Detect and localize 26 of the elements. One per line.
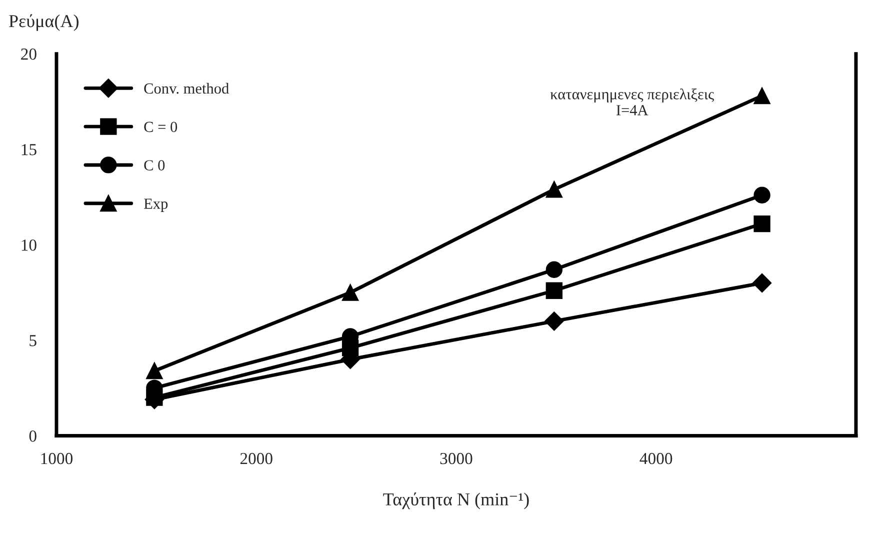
annotation: κατανεμημενες περιελιξεις I=4A xyxy=(550,88,714,116)
legend-label: C 0 xyxy=(144,160,165,170)
y-tick-label: 10 xyxy=(22,239,36,251)
y-tick-label: 0 xyxy=(29,430,36,442)
point xyxy=(754,186,770,204)
point xyxy=(754,87,770,104)
point xyxy=(146,362,163,380)
legend-label: Conv. method xyxy=(144,82,229,94)
point xyxy=(546,261,562,278)
point xyxy=(546,181,562,198)
point xyxy=(544,312,564,331)
legend-label: C = 0 xyxy=(144,122,178,132)
x-tick-label: 1000 xyxy=(41,452,73,464)
y-tick-label: 5 xyxy=(30,335,36,346)
y-tick-label: 20 xyxy=(21,48,36,60)
point xyxy=(342,284,359,301)
legend-label: Exp xyxy=(144,198,168,212)
y-tick-label: 15 xyxy=(22,144,36,156)
x-axis-title: Ταχύτητα N (min⁻¹) xyxy=(383,492,529,510)
point xyxy=(546,282,562,299)
point xyxy=(754,215,770,232)
y-axis-title: Ρεύμα(A) xyxy=(9,14,78,31)
x-tick-label: 4000 xyxy=(640,452,672,464)
x-tick-label: 3000 xyxy=(440,452,472,464)
point xyxy=(752,273,772,293)
x-tick-label: 2000 xyxy=(240,452,272,464)
